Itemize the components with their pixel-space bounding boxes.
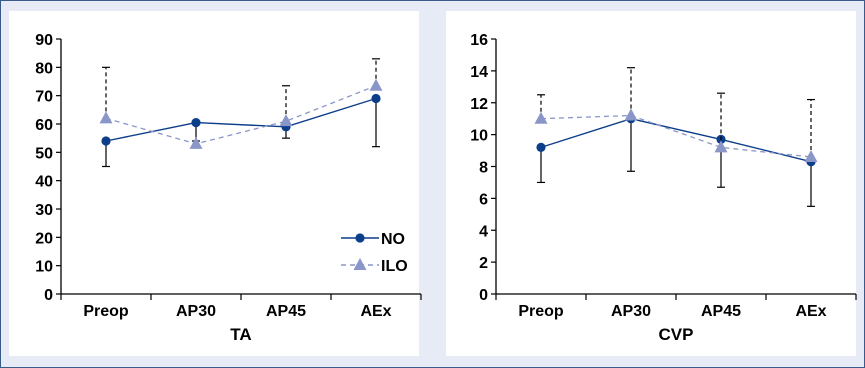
y-tick-label: 30 <box>35 202 53 219</box>
x-tick-label: AP45 <box>701 303 741 320</box>
x-axis-title: TA <box>230 325 251 344</box>
x-tick-label: AEx <box>795 303 826 320</box>
data-point-ilo <box>369 78 383 91</box>
y-tick-label: 14 <box>470 64 488 81</box>
data-point-ilo <box>279 114 293 127</box>
data-point-no <box>536 142 546 152</box>
y-tick-label: 50 <box>35 145 53 162</box>
data-point-ilo <box>99 111 113 124</box>
data-point-ilo <box>624 108 638 121</box>
legend-marker-ilo <box>353 258 367 270</box>
data-point-ilo <box>189 136 203 149</box>
y-tick-label: 8 <box>479 160 488 177</box>
data-point-no <box>101 136 111 146</box>
x-tick-label: AP30 <box>176 303 216 320</box>
x-tick-label: AP45 <box>266 303 306 320</box>
series-line-no <box>105 97 377 142</box>
legend-marker-no <box>355 233 365 243</box>
y-tick-label: 90 <box>35 32 53 49</box>
chart-panel-cvp: 0 2 4 6 8 10 12 14 16 Preop AP30 AP45 AEx CVP <box>446 11 857 356</box>
y-tick-label: 4 <box>479 223 488 240</box>
chart-ta: 0 10 20 30 40 50 60 70 80 90 Preop AP30 AP45 AEx TA NO I… <box>35 32 422 344</box>
y-tick-label: 10 <box>35 259 53 276</box>
y-tick-label: 12 <box>470 96 488 113</box>
data-point-no <box>371 93 381 104</box>
series-line-ilo <box>105 85 377 145</box>
y-tick-label: 60 <box>35 117 53 134</box>
data-point-ilo <box>714 140 728 153</box>
data-point-no <box>191 117 201 128</box>
y-tick-label: 2 <box>479 255 488 272</box>
y-tick-label: 40 <box>35 174 53 191</box>
x-tick-label: Preop <box>83 303 129 320</box>
y-tick-label: 80 <box>35 60 53 77</box>
data-point-ilo <box>534 111 548 124</box>
chart-panel-ta: 0 10 20 30 40 50 60 70 80 90 Preop AP30 AP45 AEx TA NO I… <box>9 11 422 356</box>
x-axis-title: CVP <box>659 325 694 344</box>
y-tick-label: 10 <box>470 128 488 145</box>
y-tick-label: 0 <box>479 287 488 304</box>
series-line-no <box>540 117 812 163</box>
series-line-ilo <box>540 114 812 158</box>
chart-cvp: 0 2 4 6 8 10 12 14 16 Preop AP30 AP45 AEx CVP <box>470 32 857 344</box>
y-tick-label: 0 <box>44 287 53 304</box>
y-tick-label: 6 <box>479 191 488 208</box>
y-tick-label: 70 <box>35 89 53 106</box>
data-point-ilo <box>804 149 818 162</box>
y-tick-label: 20 <box>35 230 53 247</box>
x-tick-label: Preop <box>518 303 564 320</box>
x-tick-label: AP30 <box>611 303 651 320</box>
y-tick-label: 16 <box>470 32 488 49</box>
x-tick-label: AEx <box>360 303 391 320</box>
legend-label-ilo: ILO <box>381 258 408 275</box>
legend-label-no: NO <box>381 231 405 248</box>
